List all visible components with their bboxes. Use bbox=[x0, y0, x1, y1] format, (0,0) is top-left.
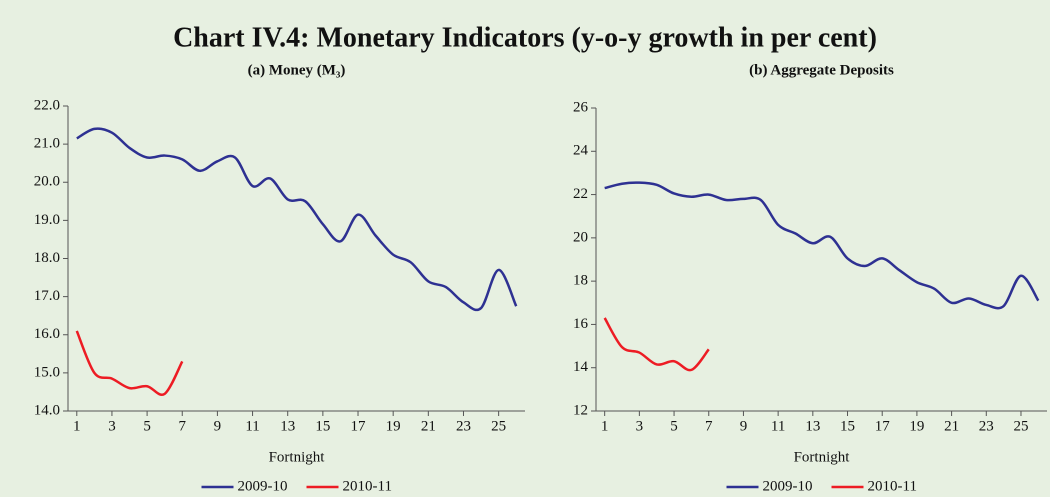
series-line bbox=[603, 317, 710, 372]
subtitle: (b) Aggregate Deposits bbox=[749, 62, 894, 78]
x-tick-label: 7 bbox=[705, 418, 713, 434]
y-tick-label: 24 bbox=[573, 143, 589, 159]
x-tick-label: 13 bbox=[280, 418, 295, 434]
x-tick-label: 7 bbox=[179, 418, 187, 434]
x-tick-label: 1 bbox=[73, 418, 81, 434]
series-line bbox=[75, 330, 184, 396]
y-tick-label: 22 bbox=[573, 186, 588, 202]
x-tick-label: 21 bbox=[944, 418, 959, 434]
y-tick-label: 20.0 bbox=[34, 174, 60, 190]
y-tick-label: 19.0 bbox=[34, 212, 60, 228]
chart-title: Chart IV.4: Monetary Indicators (y-o-y g… bbox=[173, 22, 877, 53]
x-tick-label: 19 bbox=[386, 418, 401, 434]
x-tick-label: 15 bbox=[315, 418, 330, 434]
y-tick-label: 18.0 bbox=[34, 250, 60, 266]
x-tick-label: 21 bbox=[421, 418, 436, 434]
x-tick-label: 5 bbox=[670, 418, 678, 434]
legend-label: 2009-10 bbox=[238, 478, 288, 494]
x-tick-label: 5 bbox=[143, 418, 151, 434]
y-tick-label: 15.0 bbox=[34, 364, 60, 380]
x-tick-label: 25 bbox=[1013, 418, 1028, 434]
y-tick-label: 16 bbox=[573, 316, 589, 332]
x-tick-label: 9 bbox=[214, 418, 222, 434]
y-tick-label: 14.0 bbox=[34, 402, 60, 418]
x-tick-label: 15 bbox=[840, 418, 855, 434]
series-line bbox=[76, 127, 518, 312]
x-tick-label: 1 bbox=[601, 418, 609, 434]
x-tick-label: 9 bbox=[740, 418, 748, 434]
x-tick-label: 13 bbox=[805, 418, 820, 434]
x-tick-label: 17 bbox=[351, 418, 367, 434]
y-tick-label: 22.0 bbox=[34, 97, 60, 113]
legend-label: 2010-11 bbox=[343, 478, 392, 494]
y-tick-label: 18 bbox=[573, 273, 588, 289]
x-tick-label: 23 bbox=[456, 418, 471, 434]
legend-label: 2009-10 bbox=[763, 478, 813, 494]
x-tick-label: 19 bbox=[909, 418, 924, 434]
x-tick-label: 23 bbox=[979, 418, 994, 434]
x-tick-label: 25 bbox=[491, 418, 506, 434]
y-tick-label: 17.0 bbox=[34, 288, 60, 304]
x-tick-label: 11 bbox=[771, 418, 785, 434]
y-tick-label: 12 bbox=[573, 402, 588, 418]
x-tick-label: 3 bbox=[108, 418, 116, 434]
y-tick-label: 21.0 bbox=[34, 136, 60, 152]
y-tick-label: 20 bbox=[573, 229, 588, 245]
y-tick-label: 26 bbox=[573, 99, 589, 115]
legend-label: 2010-11 bbox=[868, 478, 917, 494]
x-tick-label: 11 bbox=[245, 418, 259, 434]
x-tick-label: 17 bbox=[875, 418, 891, 434]
subtitle: (a) Money (M₃) bbox=[248, 62, 346, 78]
x-axis-label: Fortnight bbox=[269, 449, 326, 465]
y-tick-label: 16.0 bbox=[34, 326, 60, 342]
x-tick-label: 3 bbox=[636, 418, 644, 434]
series-line bbox=[604, 181, 1040, 310]
y-tick-label: 14 bbox=[573, 359, 589, 375]
x-axis-label: Fortnight bbox=[794, 449, 851, 465]
